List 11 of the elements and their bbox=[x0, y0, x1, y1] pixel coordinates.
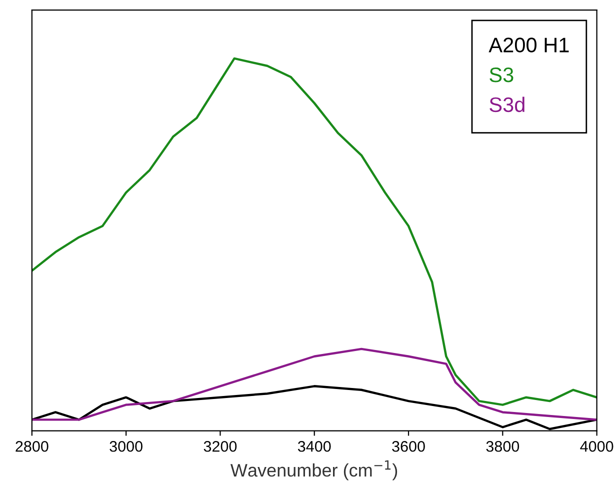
text: A200 H1 bbox=[488, 38, 569, 52]
text: S3 bbox=[490, 67, 514, 82]
x-tick-label: 3200 bbox=[204, 440, 237, 452]
x-axis-title: Wavenumber (cm$^{−1}$) bbox=[230, 460, 398, 480]
x-tick-label: 3400 bbox=[298, 440, 331, 452]
text: S3d bbox=[490, 96, 524, 112]
x-tick-label: 4000 bbox=[580, 440, 614, 452]
x-tick-label: 3000 bbox=[110, 440, 142, 452]
x-tick-label: 2800 bbox=[16, 440, 48, 452]
x-tick-label: 3600 bbox=[392, 440, 425, 452]
x-tick-label: 3800 bbox=[486, 440, 520, 452]
